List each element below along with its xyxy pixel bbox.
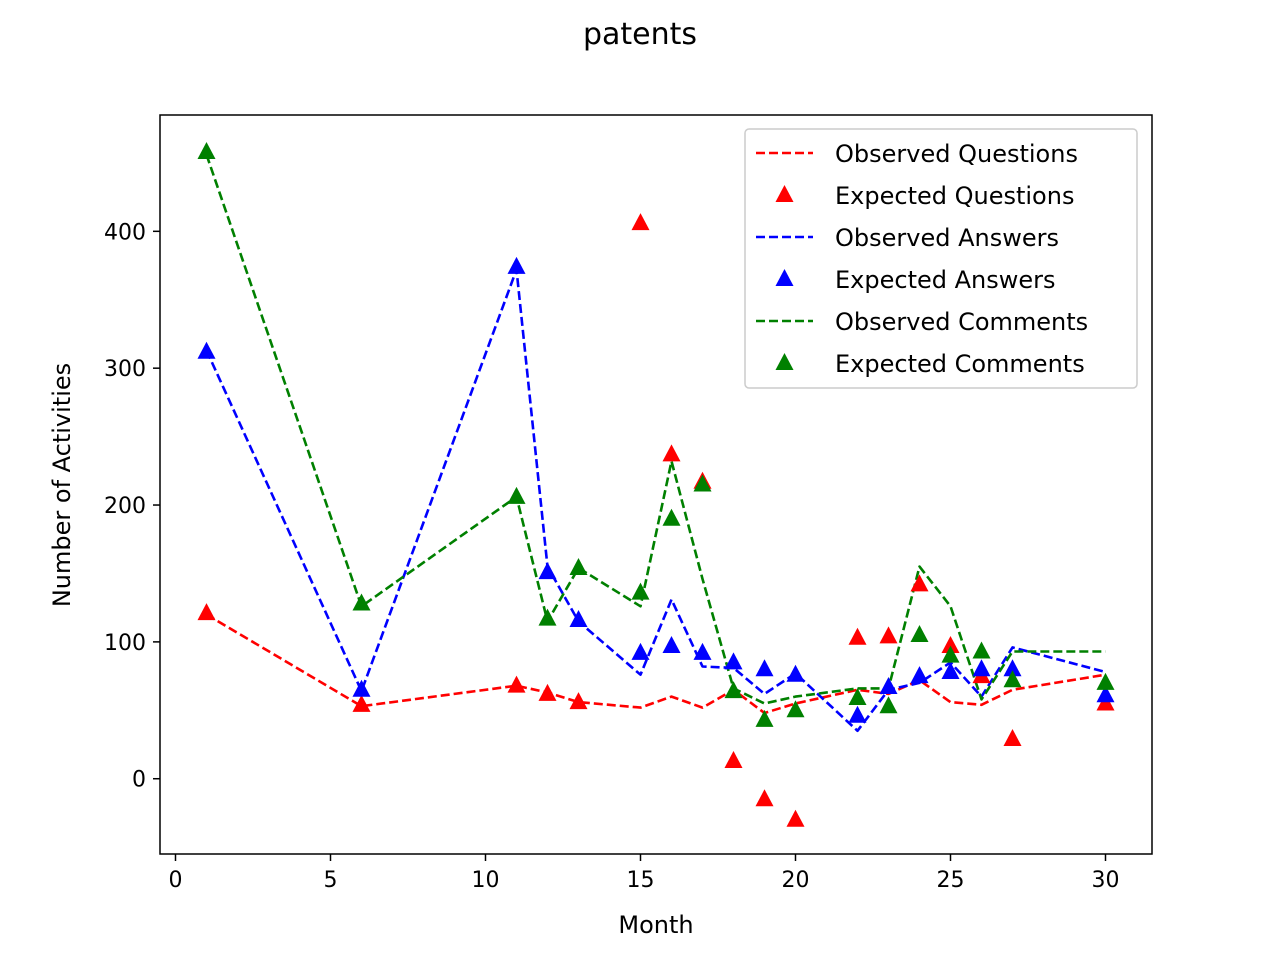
- series-marker-3-15: [973, 659, 991, 676]
- y-tick-label: 400: [104, 220, 146, 245]
- series-marker-1-8: [725, 751, 743, 768]
- y-tick-label: 200: [104, 494, 146, 519]
- y-tick-label: 100: [104, 631, 146, 656]
- series-marker-5-9: [756, 710, 774, 727]
- legend-label-1: Expected Questions: [835, 182, 1074, 210]
- series-marker-3-6: [663, 636, 681, 653]
- series-marker-5-4: [570, 558, 588, 575]
- series-marker-3-0: [198, 342, 216, 359]
- x-axis: 0 5 10 15 20 25 30: [169, 854, 1120, 893]
- series-marker-3-1: [353, 680, 371, 697]
- series-marker-5-6: [663, 509, 681, 526]
- series-marker-3-9: [756, 659, 774, 676]
- series-marker-5-15: [973, 641, 991, 658]
- x-axis-label: Month: [618, 911, 693, 939]
- x-tick-label: 30: [1092, 868, 1120, 893]
- series-marker-1-3: [539, 684, 557, 701]
- series-marker-1-13: [911, 574, 929, 591]
- y-tick-label: 0: [132, 768, 146, 793]
- series-marker-1-6: [663, 444, 681, 461]
- legend-label-4: Observed Comments: [835, 308, 1088, 336]
- x-tick-label: 0: [169, 868, 183, 893]
- legend-label-0: Observed Questions: [835, 140, 1078, 168]
- x-tick-label: 15: [627, 868, 655, 893]
- series-marker-1-10: [787, 810, 805, 827]
- series-marker-3-8: [725, 652, 743, 669]
- x-tick-label: 25: [937, 868, 965, 893]
- series-marker-1-12: [880, 626, 898, 643]
- series-marker-5-5: [632, 583, 650, 600]
- series-marker-3-10: [787, 665, 805, 682]
- series-marker-3-2: [508, 257, 526, 274]
- x-tick-label: 10: [472, 868, 500, 893]
- legend: Observed Questions Expected Questions Obse…: [745, 129, 1137, 388]
- legend-label-5: Expected Comments: [835, 350, 1085, 378]
- series-marker-1-11: [849, 628, 867, 645]
- series-marker-5-8: [725, 681, 743, 698]
- series-marker-1-0: [198, 603, 216, 620]
- legend-label-2: Observed Answers: [835, 224, 1059, 252]
- series-marker-3-5: [632, 643, 650, 660]
- chart-title: patents: [583, 17, 697, 52]
- x-tick-label: 20: [782, 868, 810, 893]
- legend-label-3: Expected Answers: [835, 266, 1056, 294]
- series-marker-3-12: [880, 677, 898, 694]
- series-marker-5-0: [198, 142, 216, 159]
- series-marker-3-3: [539, 562, 557, 579]
- series-marker-1-2: [508, 676, 526, 693]
- series-marker-1-16: [1004, 729, 1022, 746]
- y-tick-label: 300: [104, 357, 146, 382]
- y-axis-label: Number of Activities: [48, 363, 76, 607]
- y-axis: 0 100 200 300 400: [104, 220, 160, 792]
- series-marker-1-9: [756, 789, 774, 806]
- x-tick-label: 5: [324, 868, 338, 893]
- series-marker-5-2: [508, 487, 526, 504]
- series-marker-3-13: [911, 666, 929, 683]
- series-marker-1-5: [632, 213, 650, 230]
- series-marker-5-7: [694, 475, 712, 492]
- series-marker-3-11: [849, 706, 867, 723]
- series-marker-5-13: [911, 625, 929, 642]
